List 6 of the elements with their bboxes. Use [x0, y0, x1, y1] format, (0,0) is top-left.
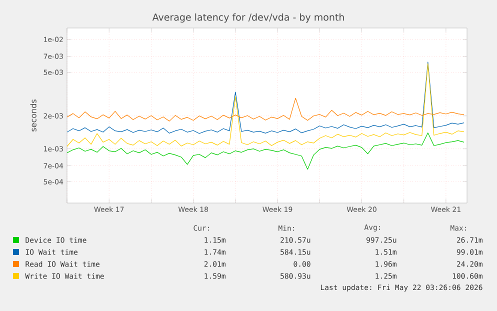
- line-series: [67, 132, 464, 170]
- chart-title: Average latency for /dev/vda - by month: [152, 13, 344, 23]
- line-series: [67, 98, 464, 122]
- y-axis-title: seconds: [30, 100, 36, 132]
- line-series: [67, 63, 464, 147]
- line-series: [67, 62, 464, 134]
